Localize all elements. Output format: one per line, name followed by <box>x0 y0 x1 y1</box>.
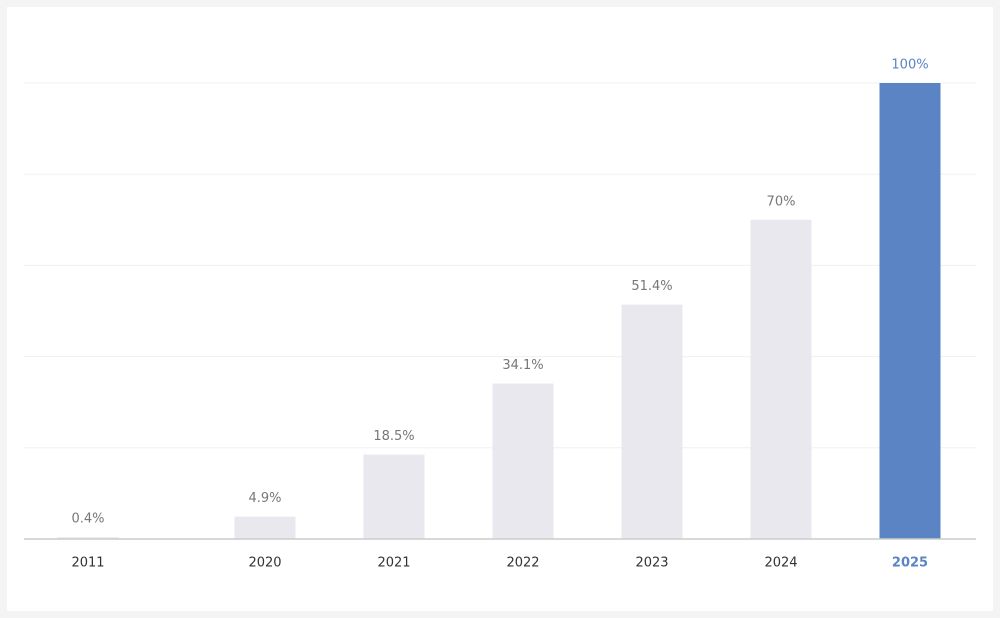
x-tick-label: 2011 <box>71 556 104 571</box>
x-tick-label: 2020 <box>248 556 281 571</box>
x-tick-label: 2024 <box>764 556 797 571</box>
bar <box>621 304 683 539</box>
x-tick-label: 2021 <box>377 556 410 571</box>
value-label: 70% <box>767 194 796 209</box>
bar <box>57 537 119 539</box>
bar <box>879 83 941 539</box>
x-tick-label: 2025 <box>892 556 928 571</box>
value-label: 51.4% <box>631 279 672 294</box>
value-label: 18.5% <box>373 429 414 444</box>
value-label: 4.9% <box>248 491 281 506</box>
x-tick-label: 2022 <box>506 556 539 571</box>
x-tick-label: 2023 <box>635 556 668 571</box>
value-label: 0.4% <box>71 512 104 527</box>
bar <box>750 219 812 540</box>
value-label: 34.1% <box>502 358 543 373</box>
value-label: 100% <box>891 58 928 73</box>
bar <box>363 454 425 539</box>
bar <box>492 383 554 539</box>
bar <box>234 516 296 539</box>
